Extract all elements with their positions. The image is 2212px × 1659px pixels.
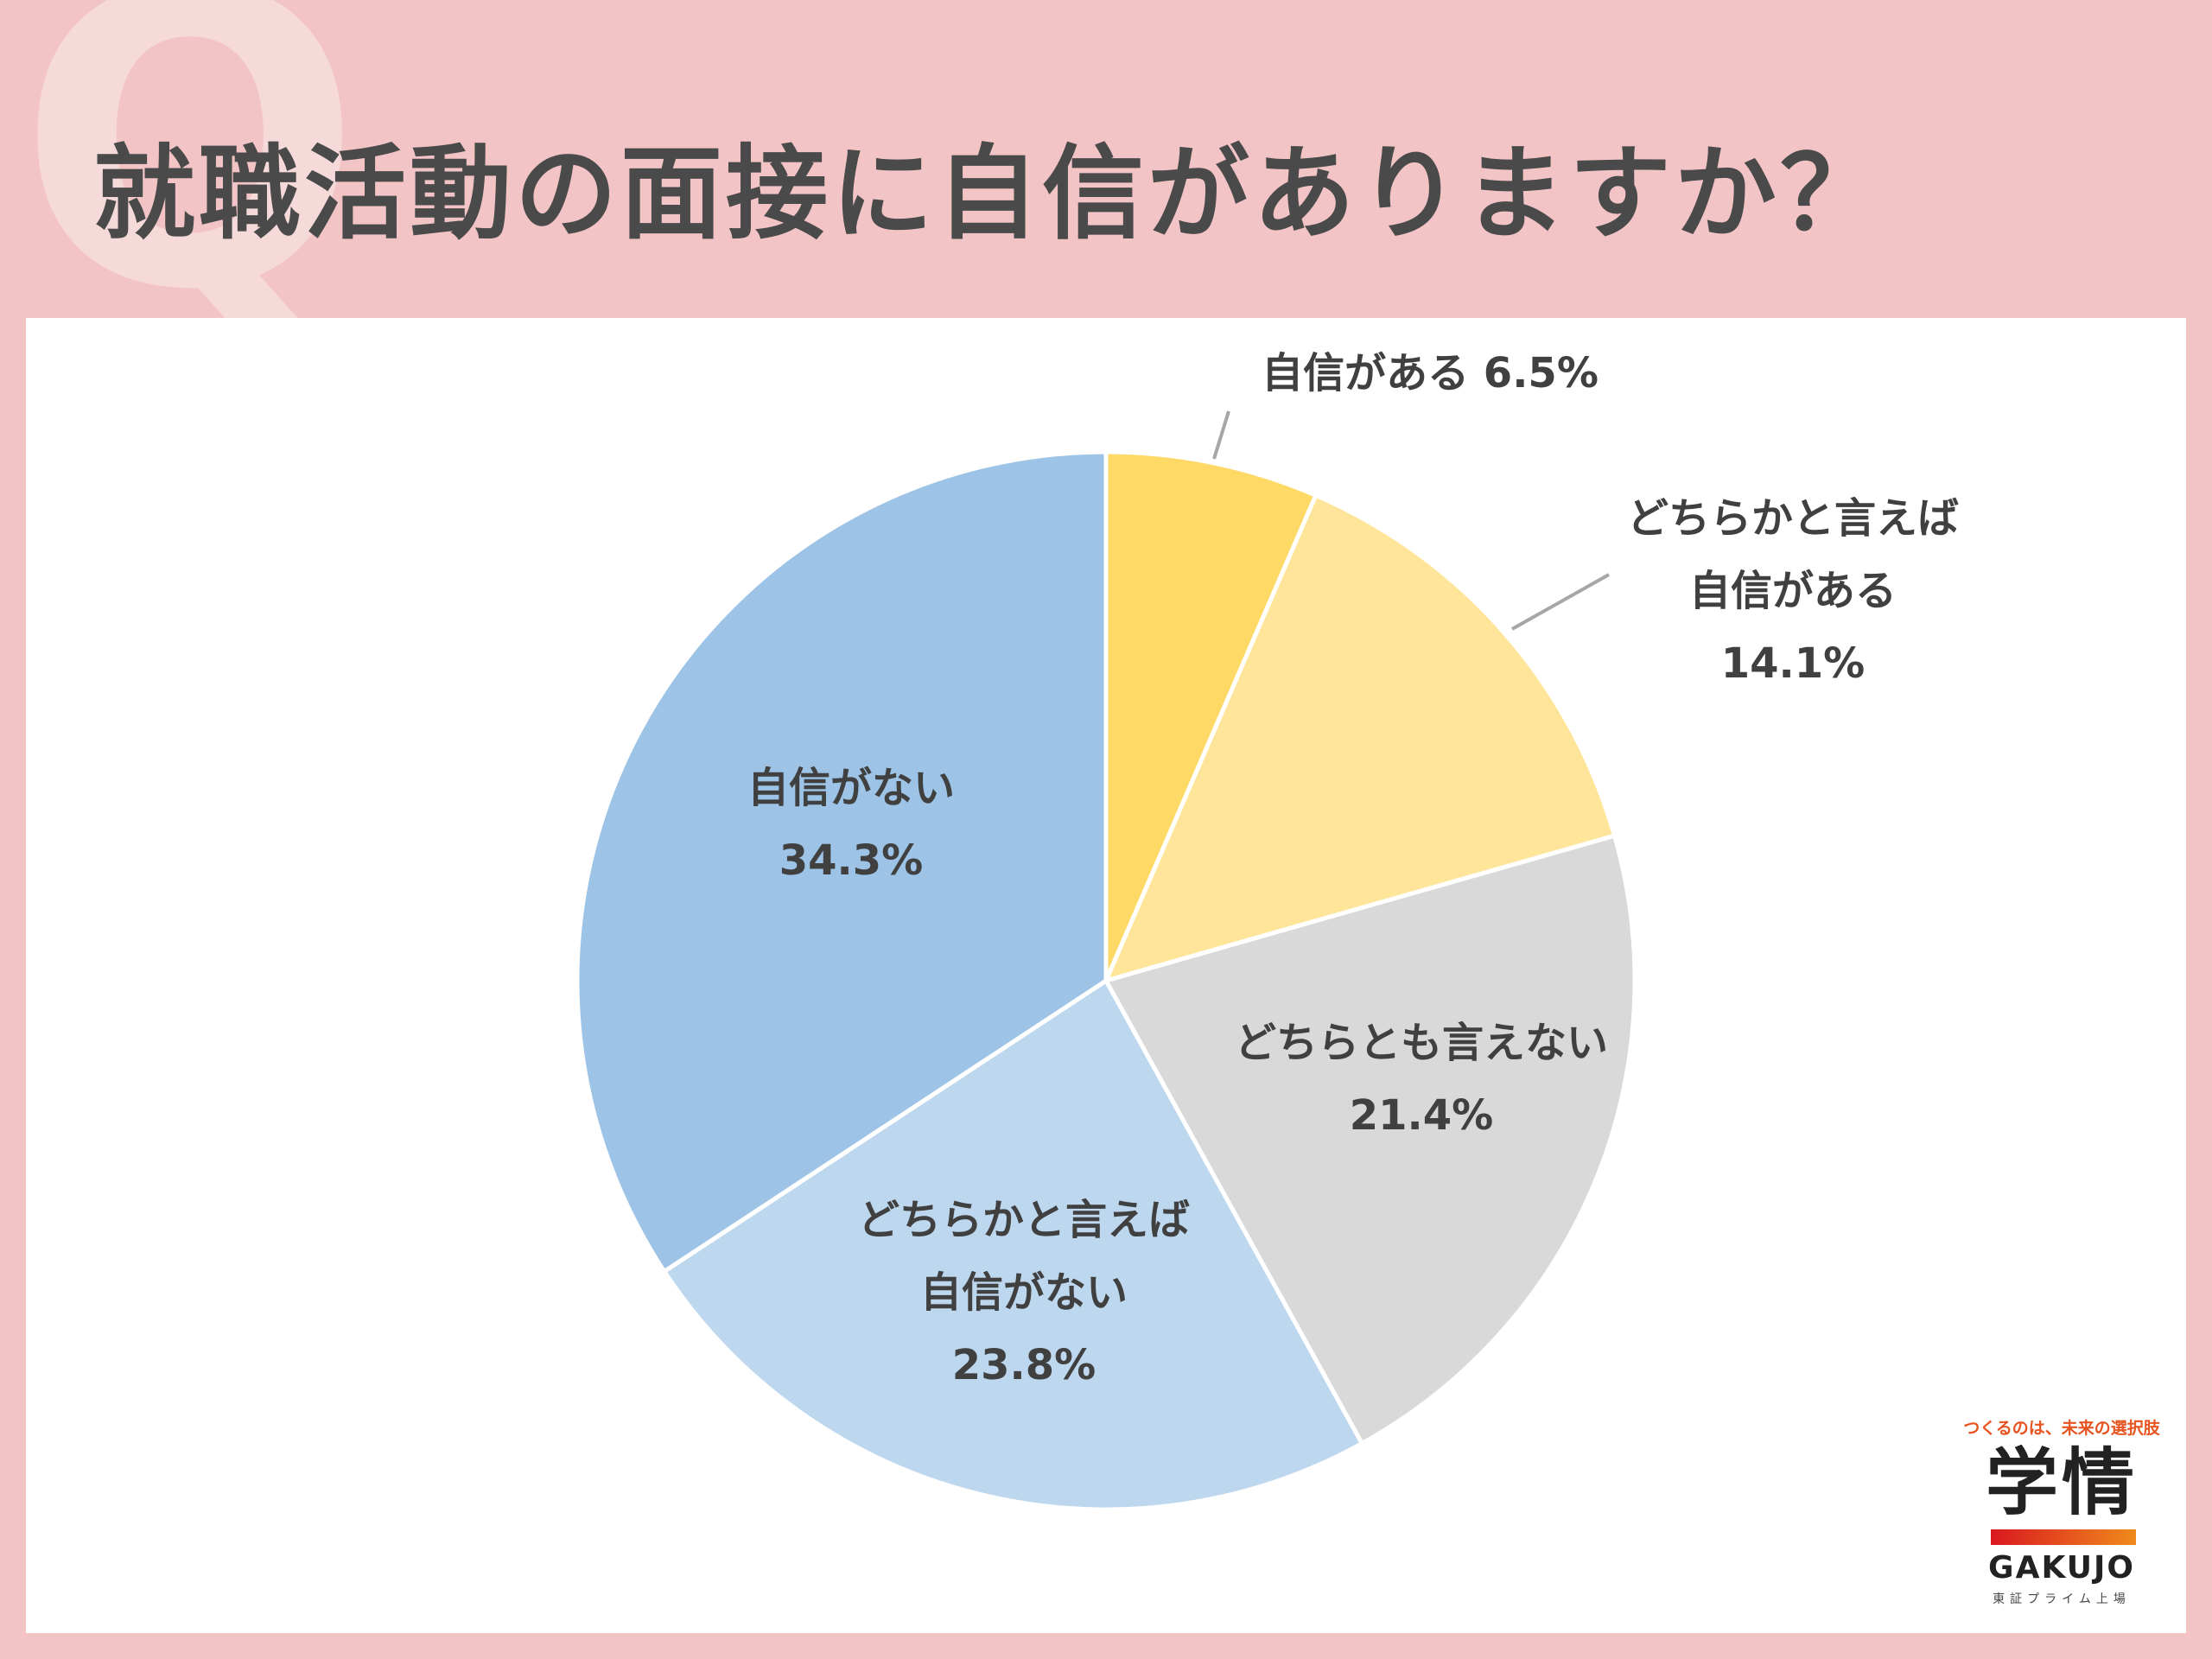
leader-line-1 <box>1212 410 1230 460</box>
gakujo-logo: つくるのは、未来の選択肢 学情 GAKUJO 東証プライム上場 <box>1955 1412 2169 1611</box>
data-label-2-line-2: 自信がある <box>1689 567 1897 615</box>
leader-line-2 <box>1511 573 1610 631</box>
data-label-4-line-1: どちらかと言えば <box>858 1196 1190 1244</box>
pie-slice-1 <box>1103 449 1319 982</box>
pie-chart: 自信がある 6.5%どちらかと言えば自信がある14.1%どちらとも言えない21.… <box>575 349 1959 1512</box>
pie-slice-3 <box>1103 833 1637 1446</box>
data-label-2-line-3: 14.1% <box>1721 639 1866 688</box>
logo-subtitle: 東証プライム上場 <box>1993 1592 2131 1606</box>
data-label-4-line-3: 23.8% <box>952 1341 1096 1389</box>
logo-english-name: GAKUJO <box>1988 1550 2135 1586</box>
data-label-3-line-2: 21.4% <box>1350 1091 1494 1140</box>
logo-bar <box>1991 1529 2136 1545</box>
pie-slice-2 <box>1102 492 1618 984</box>
data-label-4-line-2: 自信がない <box>920 1268 1128 1317</box>
data-label-5-line-1: 自信がない <box>747 764 955 812</box>
data-label-5-line-2: 34.3% <box>779 836 924 885</box>
data-label-1-line-1: 自信がある 6.5% <box>1262 349 1599 397</box>
data-label-2-line-1: どちらかと言えば <box>1627 494 1959 543</box>
logo-kanji: 学情 <box>1985 1440 2138 1525</box>
page-title: 就職活動の面接に自信がありますか？ <box>93 134 1886 253</box>
pie-slice-5 <box>575 449 1109 1274</box>
chart-panel: 自信がある 6.5% どちらかと言えば 自信がある 14.1% どちらとも言えない 21.… <box>26 318 2186 1633</box>
logo-tagline: つくるのは、未来の選択肢 <box>1963 1419 2160 1438</box>
pie-slice-4 <box>661 977 1365 1512</box>
q-decor-letter: Q <box>17 0 363 378</box>
data-label-3-line-1: どちらとも言えない <box>1235 1019 1608 1067</box>
